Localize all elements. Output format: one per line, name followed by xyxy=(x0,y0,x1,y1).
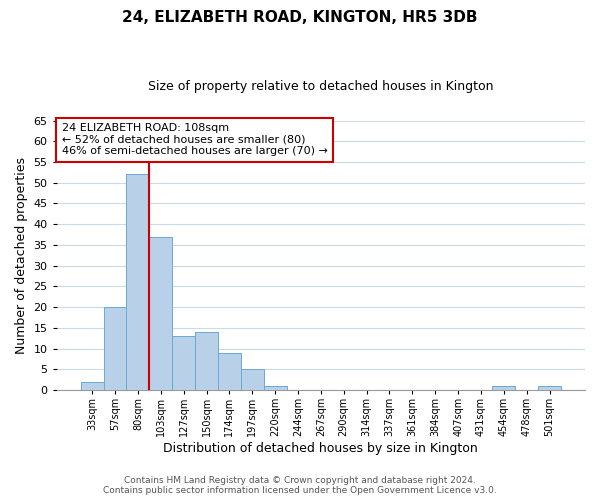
Bar xyxy=(172,336,195,390)
Bar xyxy=(218,353,241,390)
Bar xyxy=(195,332,218,390)
Bar xyxy=(493,386,515,390)
Text: 24 ELIZABETH ROAD: 108sqm
← 52% of detached houses are smaller (80)
46% of semi-: 24 ELIZABETH ROAD: 108sqm ← 52% of detac… xyxy=(62,124,328,156)
Text: Contains HM Land Registry data © Crown copyright and database right 2024.
Contai: Contains HM Land Registry data © Crown c… xyxy=(103,476,497,495)
Bar xyxy=(241,370,263,390)
Y-axis label: Number of detached properties: Number of detached properties xyxy=(15,157,28,354)
X-axis label: Distribution of detached houses by size in Kington: Distribution of detached houses by size … xyxy=(163,442,478,455)
Bar xyxy=(538,386,561,390)
Bar xyxy=(127,174,149,390)
Bar xyxy=(263,386,287,390)
Bar xyxy=(149,236,172,390)
Title: Size of property relative to detached houses in Kington: Size of property relative to detached ho… xyxy=(148,80,494,93)
Bar xyxy=(104,307,127,390)
Text: 24, ELIZABETH ROAD, KINGTON, HR5 3DB: 24, ELIZABETH ROAD, KINGTON, HR5 3DB xyxy=(122,10,478,25)
Bar xyxy=(81,382,104,390)
